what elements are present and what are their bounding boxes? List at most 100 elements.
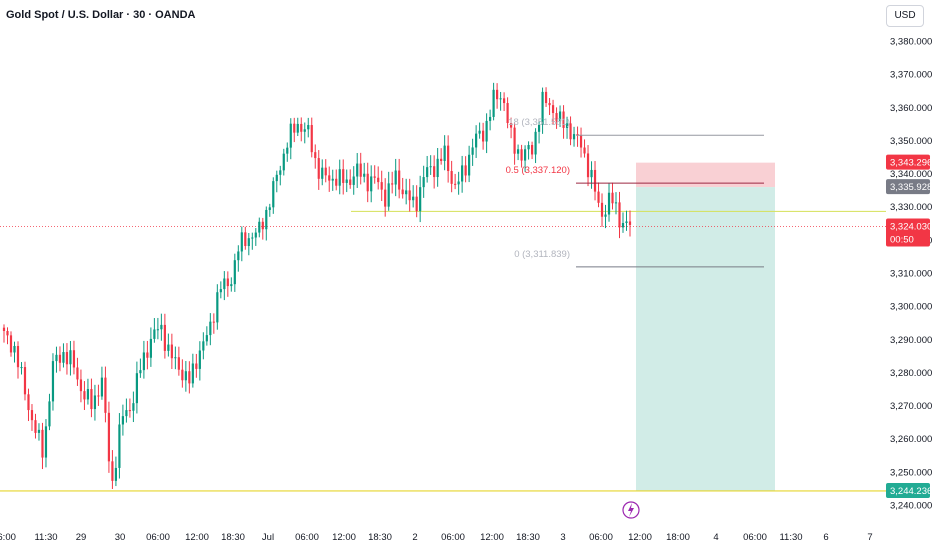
candle-body <box>516 149 520 154</box>
entry-price-tag-bg <box>886 179 930 195</box>
candle <box>170 333 173 370</box>
candle-body <box>579 135 583 148</box>
candle-body <box>359 163 362 177</box>
time-tick-label: 06:00 <box>441 532 465 543</box>
candle <box>20 362 23 375</box>
candle <box>440 148 443 165</box>
candle-body <box>611 192 614 204</box>
currency-button[interactable]: USD <box>886 5 924 27</box>
candle-body <box>254 232 257 238</box>
candle <box>107 401 111 473</box>
price-axis[interactable]: 3,240.000 3,250.000 3,260.000 3,270.000 3,28… <box>890 37 932 512</box>
candle <box>370 165 373 203</box>
candle <box>160 313 163 341</box>
candle <box>216 284 219 330</box>
candle <box>356 153 359 188</box>
candle <box>614 192 618 215</box>
candle-body <box>216 292 219 323</box>
candle <box>226 271 229 297</box>
candle <box>254 228 257 246</box>
candle <box>279 165 282 186</box>
time-axis[interactable]: 06:00 11:30 29 30 06:00 12:00 18:30 Jul 06:00 12:… <box>0 532 873 543</box>
candle <box>128 398 131 418</box>
candle <box>76 357 79 386</box>
candle-body <box>475 133 478 148</box>
candle <box>590 161 593 189</box>
candle <box>621 212 625 233</box>
candle-body <box>226 278 229 287</box>
candle <box>373 165 376 184</box>
candle <box>579 127 583 158</box>
candle <box>509 117 513 139</box>
candle-body <box>314 152 317 159</box>
candle <box>16 341 20 379</box>
candle <box>422 165 425 198</box>
candle-body <box>405 190 408 195</box>
candle <box>604 204 607 229</box>
candle-body <box>289 123 292 148</box>
candle-body <box>83 391 86 400</box>
candle-body <box>13 345 16 353</box>
price-tick-label: 3,280.000 <box>890 368 932 379</box>
candle <box>628 210 632 237</box>
candle-body <box>247 238 250 247</box>
symbol-title: Gold Spot / U.S. Dollar · 30 · OANDA <box>6 9 196 21</box>
candle-body <box>153 329 156 339</box>
target-price-tag-text: 3,244.236 <box>890 486 932 497</box>
fibonacci-retracement[interactable]: 18 (3,351.581) 0.5 (3,337.120) 0 (3,311.83… <box>506 117 764 268</box>
candle-body <box>457 181 460 185</box>
candle-body <box>195 363 198 369</box>
time-tick-label: 7 <box>867 532 872 543</box>
candle <box>471 138 474 166</box>
candle <box>352 166 355 195</box>
candle <box>541 87 544 134</box>
candle <box>44 419 48 468</box>
candle-body <box>34 420 37 433</box>
candle <box>359 152 362 185</box>
candle <box>296 117 299 137</box>
candle-body <box>482 130 485 142</box>
stop-price-tag-text: 3,343.296 <box>890 158 932 169</box>
candle-body <box>614 202 618 204</box>
event-marker[interactable] <box>622 501 640 519</box>
candle <box>412 185 415 208</box>
time-tick-label: 6 <box>823 532 828 543</box>
candle-body <box>506 103 509 124</box>
candle-body <box>58 354 62 363</box>
candle-body <box>489 116 492 121</box>
candle <box>191 353 194 388</box>
candle-body <box>300 123 303 132</box>
candle <box>475 125 478 158</box>
stop-price-tag: 3,343.296 <box>886 154 932 170</box>
fib-level-label: 0 (3,311.839) <box>514 249 570 260</box>
candle-body <box>62 352 65 363</box>
candle-body <box>163 324 166 351</box>
candle <box>321 159 324 186</box>
candle <box>499 91 502 111</box>
candle-body <box>520 149 523 161</box>
candle <box>93 384 97 421</box>
candle-body <box>373 176 376 178</box>
candle-body <box>342 169 345 183</box>
candle <box>275 170 278 193</box>
candle-body <box>2 327 6 331</box>
time-tick-label: 18:00 <box>666 532 690 543</box>
time-tick-label: 11:30 <box>34 532 57 543</box>
candle-body <box>331 178 334 181</box>
price-tick-label: 3,380.000 <box>890 37 932 48</box>
candle-body <box>174 357 177 359</box>
candle-body <box>69 350 72 365</box>
candle-body <box>415 196 418 212</box>
candle <box>380 170 383 202</box>
candle <box>387 171 390 211</box>
candle <box>530 141 534 160</box>
candle-body <box>9 335 13 353</box>
time-tick-label: 12:00 <box>480 532 504 543</box>
candle-body <box>188 371 191 384</box>
candle-body <box>597 191 600 203</box>
candle <box>562 105 565 139</box>
candle <box>184 361 187 392</box>
candle-body <box>149 338 152 358</box>
candle-body <box>572 134 576 140</box>
